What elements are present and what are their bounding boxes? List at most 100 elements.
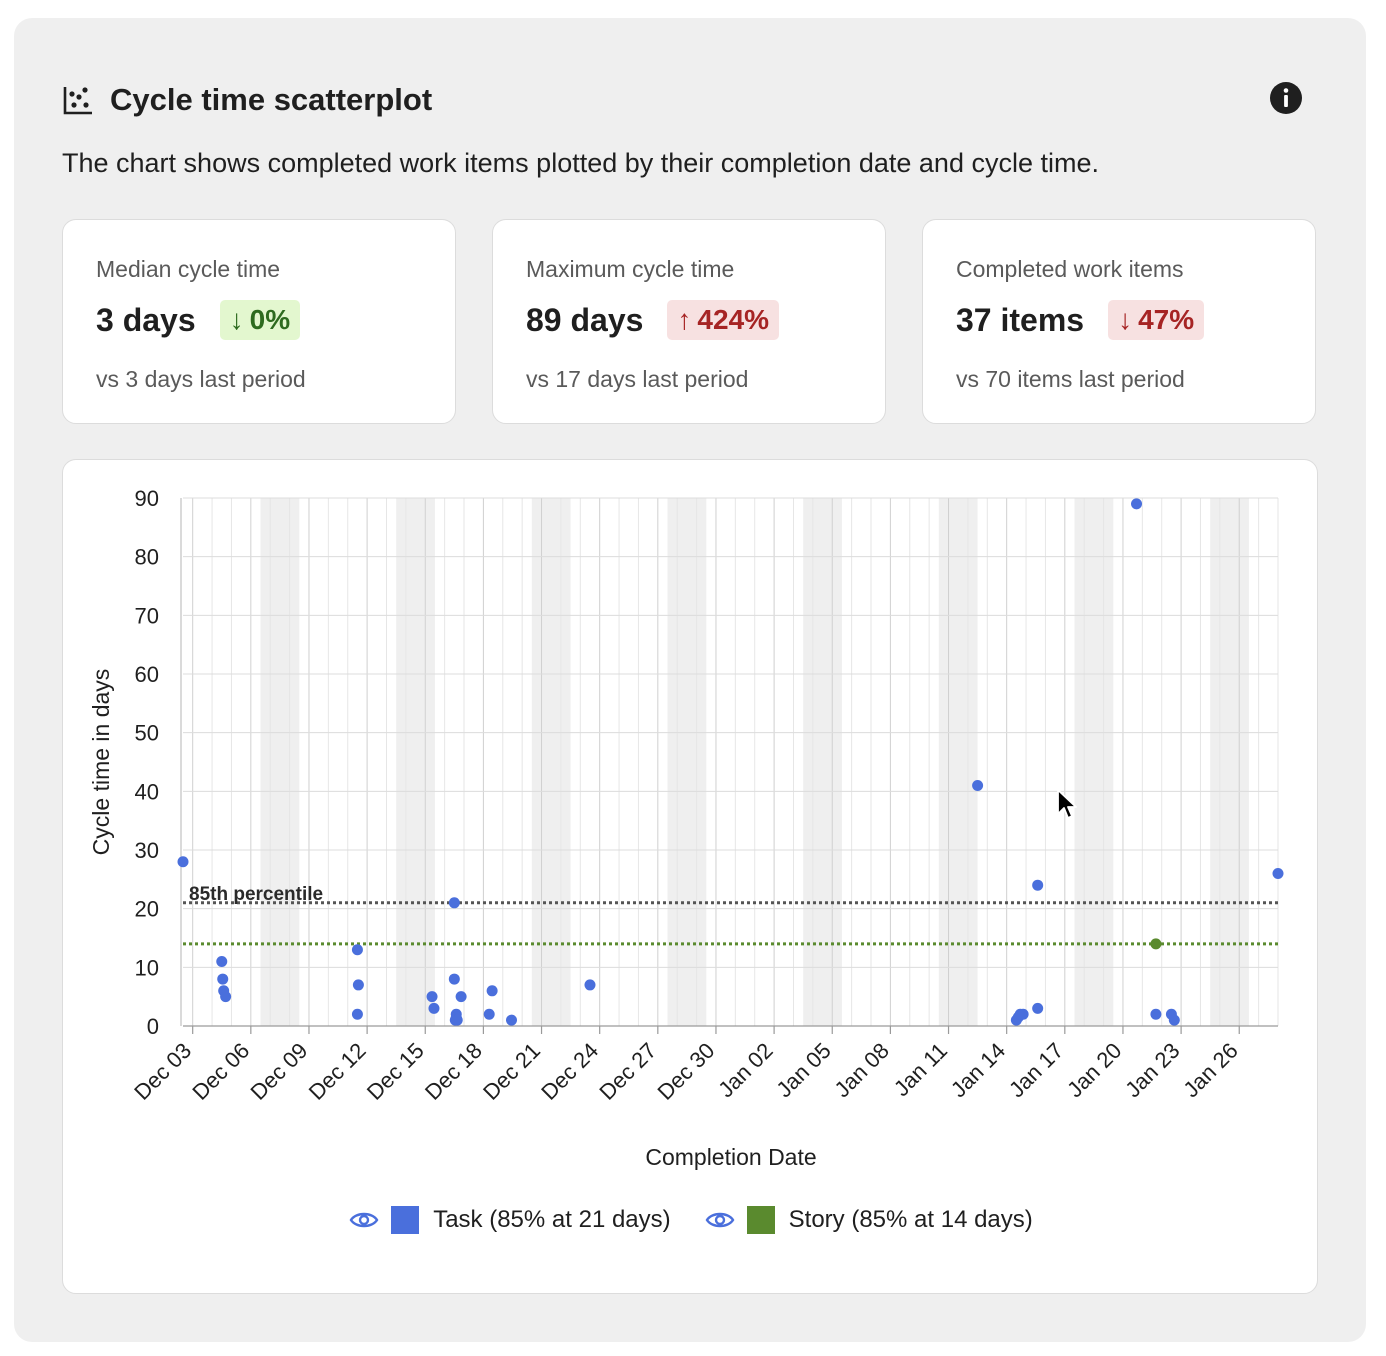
x-tick-label: Jan 02 xyxy=(713,1038,777,1102)
y-tick-label: 50 xyxy=(135,721,159,746)
panel-header: Cycle time scatterplot xyxy=(62,78,432,122)
completed-work-items-card: Completed work items 37 items ↓ 47% vs 70… xyxy=(922,219,1316,424)
eye-icon[interactable] xyxy=(705,1209,735,1231)
percentile-label: 85th percentile xyxy=(189,884,323,905)
weekend-band xyxy=(260,498,300,1026)
y-tick-label: 20 xyxy=(135,897,159,922)
weekend-band xyxy=(396,498,435,1026)
x-tick-label: Dec 24 xyxy=(536,1038,603,1105)
legend-label: Task (85% at 21 days) xyxy=(433,1206,671,1233)
task-point xyxy=(1168,1014,1180,1026)
legend-item-task[interactable]: Task (85% at 21 days) xyxy=(349,1206,671,1234)
x-tick-label: Jan 11 xyxy=(889,1038,952,1101)
card-value: 37 items xyxy=(956,301,1085,338)
task-point xyxy=(352,979,364,991)
weekend-band xyxy=(531,498,571,1026)
x-tick-label: Dec 27 xyxy=(594,1038,661,1105)
scatter-chart-icon xyxy=(63,87,92,115)
x-tick-label: Jan 17 xyxy=(1004,1038,1068,1102)
y-tick-label: 90 xyxy=(135,486,159,511)
x-tick-label: Dec 18 xyxy=(420,1038,487,1105)
task-point xyxy=(1017,1008,1029,1020)
card-label: Completed work items xyxy=(956,256,1184,282)
task-point xyxy=(351,944,363,956)
change-value: 424% xyxy=(697,304,770,335)
weekend-band xyxy=(1074,498,1114,1026)
y-tick-label: 0 xyxy=(147,1014,159,1039)
task-point xyxy=(448,897,460,909)
card-compare: vs 17 days last period xyxy=(526,366,749,392)
legend-label: Story (85% at 14 days) xyxy=(788,1206,1033,1233)
weekend-band xyxy=(803,498,842,1026)
task-point xyxy=(972,779,984,791)
x-tick-label: Dec 21 xyxy=(478,1038,545,1105)
change-value: 0% xyxy=(249,304,291,335)
task-point xyxy=(220,991,232,1003)
card-compare: vs 70 items last period xyxy=(956,366,1185,392)
legend-swatch xyxy=(746,1206,775,1234)
change-badge: ↓ 47% xyxy=(1108,300,1205,340)
data-points xyxy=(177,498,1284,1026)
task-point xyxy=(1131,498,1143,510)
info-icon[interactable] xyxy=(1268,80,1304,116)
page-title: Cycle time scatterplot xyxy=(110,82,433,117)
task-point xyxy=(584,979,596,991)
chart-grid xyxy=(183,497,1279,1027)
legend-swatch xyxy=(391,1206,420,1234)
chart-legend: Task (85% at 21 days) Story (85% at 14 d… xyxy=(63,1206,1319,1234)
task-point xyxy=(428,1002,440,1014)
x-tick-label: Dec 30 xyxy=(653,1038,720,1105)
percentile-lines xyxy=(183,901,1278,946)
change-badge: ↓ 0% xyxy=(219,300,301,340)
weekend-band xyxy=(1210,498,1249,1026)
y-axis-label: Cycle time in days xyxy=(88,669,114,856)
y-tick-label: 30 xyxy=(135,838,159,863)
x-tick-label: Dec 12 xyxy=(304,1038,371,1105)
task-point xyxy=(506,1014,517,1026)
x-tick-label: Jan 26 xyxy=(1178,1038,1242,1102)
card-compare: vs 3 days last period xyxy=(96,366,306,392)
task-point xyxy=(1150,1008,1162,1020)
legend-item-story[interactable]: Story (85% at 14 days) xyxy=(705,1206,1033,1234)
x-tick-label: Dec 09 xyxy=(246,1038,313,1105)
card-value: 89 days xyxy=(526,301,644,338)
card-label: Median cycle time xyxy=(96,256,281,282)
task-point xyxy=(351,1008,363,1020)
card-label: Maximum cycle time xyxy=(526,256,735,282)
x-tick-label: Dec 03 xyxy=(129,1038,196,1105)
task-point xyxy=(1032,879,1044,891)
maximum-cycle-time-card: Maximum cycle time 89 days ↑ 424% vs 17 d… xyxy=(492,219,886,424)
arrow-down-icon: ↓ xyxy=(229,304,244,335)
weekend-bands xyxy=(260,498,1249,1026)
x-tick-label: Dec 15 xyxy=(362,1038,429,1105)
task-point xyxy=(1272,867,1284,879)
x-axis-label: Completion Date xyxy=(645,1144,816,1170)
weekend-band xyxy=(938,498,978,1026)
y-tick-label: 70 xyxy=(135,603,159,628)
arrow-up-icon: ↑ xyxy=(677,304,692,335)
x-tick-label: Jan 08 xyxy=(830,1038,894,1102)
eye-icon[interactable] xyxy=(349,1209,379,1231)
task-point xyxy=(426,991,438,1003)
y-tick-label: 80 xyxy=(135,545,159,570)
task-point xyxy=(1032,1002,1044,1014)
weekend-band xyxy=(667,498,707,1026)
median-cycle-time-card: Median cycle time 3 days ↓ 0% vs 3 days l… xyxy=(62,219,456,424)
chart-description: The chart shows completed work items plo… xyxy=(62,148,1099,178)
task-point xyxy=(448,973,460,985)
x-tick-label: Jan 14 xyxy=(946,1038,1010,1102)
x-tick-label: Jan 20 xyxy=(1062,1038,1126,1102)
change-badge: ↑ 424% xyxy=(667,300,780,340)
y-tick-label: 60 xyxy=(135,662,159,687)
arrow-down-icon: ↓ xyxy=(1118,304,1133,335)
y-tick-label: 40 xyxy=(135,779,159,804)
x-tick-label: Jan 23 xyxy=(1120,1038,1184,1102)
task-point xyxy=(451,1014,463,1026)
task-point xyxy=(483,1008,495,1020)
y-tick-label: 10 xyxy=(135,955,159,980)
scatterplot-card: 0 10 20 30 40 50 60 70 80 90 Dec 03 Dec 06 Dec 09 Dec… xyxy=(62,459,1318,1294)
task-point xyxy=(217,973,229,985)
task-point xyxy=(177,856,189,868)
task-point xyxy=(455,991,467,1003)
